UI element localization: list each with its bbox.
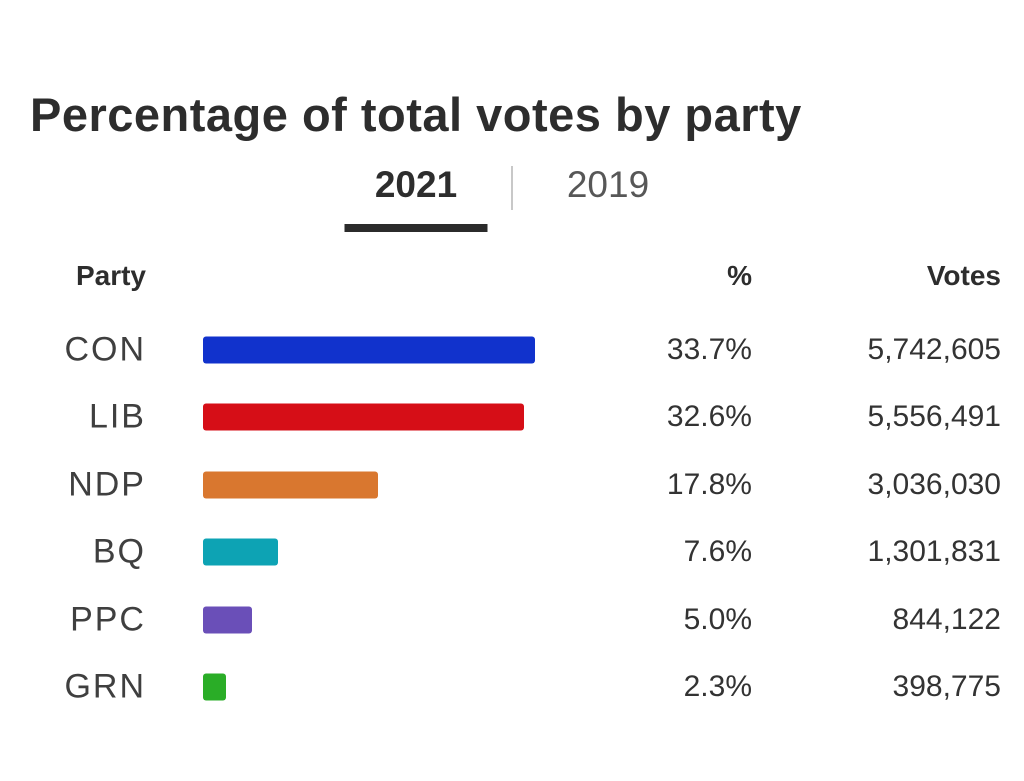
party-label: CON xyxy=(64,330,146,369)
votes-value: 5,556,491 xyxy=(867,400,1001,434)
tab-2021[interactable]: 2021 xyxy=(321,162,511,232)
party-bar xyxy=(203,471,379,499)
percent-value: 7.6% xyxy=(683,535,752,569)
tab-2019[interactable]: 2019 xyxy=(513,162,703,208)
votes-value: 5,742,605 xyxy=(867,332,1001,366)
table-header: Party % Votes xyxy=(0,256,1024,296)
tab-divider xyxy=(511,166,513,210)
percent-value: 17.8% xyxy=(666,467,752,501)
party-label: BQ xyxy=(92,532,146,571)
year-tabs: 2021 2019 xyxy=(0,162,1024,232)
table-row: GRN 2.3% 398,775 xyxy=(0,654,1024,722)
table-row: BQ 7.6% 1,301,831 xyxy=(0,519,1024,587)
votes-value: 1,301,831 xyxy=(867,535,1001,569)
party-bar xyxy=(203,403,525,431)
party-column-header: Party xyxy=(75,260,146,291)
percent-value: 5.0% xyxy=(683,602,752,636)
active-tab-underline xyxy=(344,224,488,232)
table-rows: CON 33.7% 5,742,605 LIB 32.6% 5,556,491 … xyxy=(0,316,1024,721)
table-row: LIB 32.6% 5,556,491 xyxy=(0,384,1024,452)
party-label: NDP xyxy=(68,465,146,504)
tab-2021-label: 2021 xyxy=(374,164,458,205)
tab-2019-label: 2019 xyxy=(566,164,650,205)
percent-value: 2.3% xyxy=(683,670,752,704)
table-row: NDP 17.8% 3,036,030 xyxy=(0,451,1024,519)
votes-value: 398,775 xyxy=(892,670,1001,704)
percent-column-header: % xyxy=(727,260,752,291)
party-bar xyxy=(203,336,535,364)
party-bar xyxy=(203,673,226,701)
votes-value: 3,036,030 xyxy=(867,467,1001,501)
percent-value: 33.7% xyxy=(666,332,752,366)
votes-column-header: Votes xyxy=(926,260,1001,291)
table-row: PPC 5.0% 844,122 xyxy=(0,586,1024,654)
party-bar xyxy=(203,606,253,634)
votes-value: 844,122 xyxy=(892,602,1001,636)
page-title: Percentage of total votes by party xyxy=(30,88,802,142)
party-label: PPC xyxy=(70,600,146,639)
party-label: GRN xyxy=(64,667,146,706)
table-row: CON 33.7% 5,742,605 xyxy=(0,316,1024,384)
party-label: LIB xyxy=(88,397,146,436)
percent-value: 32.6% xyxy=(666,400,752,434)
party-bar xyxy=(203,538,278,566)
